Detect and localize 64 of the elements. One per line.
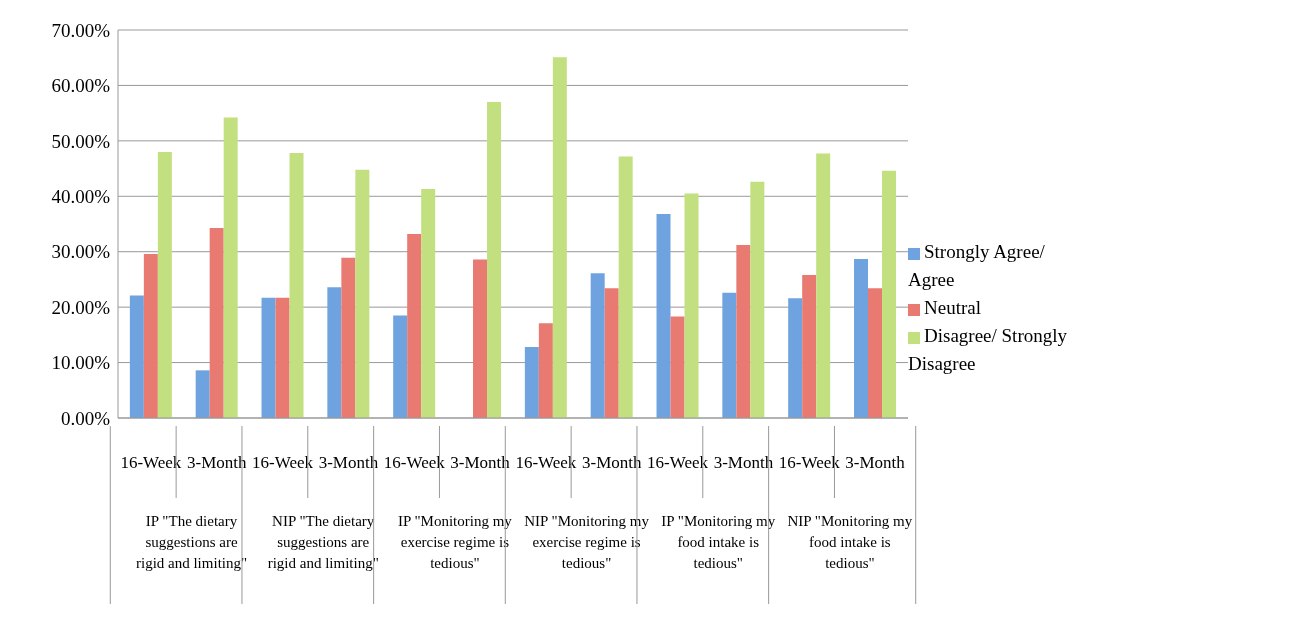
bar (854, 258, 869, 418)
bar (656, 214, 671, 418)
bar (524, 347, 539, 418)
y-tick-label: 50.00% (51, 130, 111, 152)
bar (722, 292, 737, 418)
bar (868, 288, 883, 418)
text: IP "Monitoring my food intake is tedious" (661, 513, 776, 571)
y-tick-label: 10.00% (51, 352, 111, 374)
text: IP "The dietary suggestions are rigid and limiting" (135, 513, 248, 571)
bar (355, 169, 370, 418)
bar (209, 227, 224, 418)
bar (552, 57, 567, 418)
text: IP "Monitoring my exercise regime is tedious" (397, 513, 513, 571)
x-tick-label: 16-Week (252, 453, 314, 472)
bar (289, 153, 304, 418)
bar (327, 287, 342, 418)
x-tick-label: 16-Week (120, 453, 182, 472)
bar (275, 297, 290, 418)
x-tick-label: 16-Week (647, 453, 709, 472)
y-tick-label: 20.00% (51, 296, 111, 318)
x-tick-label: 3-Month (582, 453, 642, 472)
y-tick-label: 0.00% (60, 407, 111, 429)
bar (473, 259, 488, 418)
x-tick-label: 16-Week (515, 453, 577, 472)
bar (487, 102, 502, 418)
x-tick-label: 3-Month (187, 453, 247, 472)
bar (816, 153, 831, 418)
legend-label: Strongly Agree/ Agree (908, 241, 1045, 290)
x-tick-label: 16-Week (778, 453, 841, 472)
text: NIP "The dietary suggestions are rigid and limiting" (267, 513, 379, 571)
bar (882, 170, 897, 418)
x-tick-label: 3-Month (318, 453, 379, 472)
bar (802, 274, 817, 418)
bar (538, 323, 553, 418)
bar (393, 315, 408, 418)
bar (684, 193, 699, 418)
bar (590, 273, 605, 418)
bar (618, 156, 633, 418)
bar (750, 181, 765, 418)
x-tick-label: 3-Month (450, 453, 511, 472)
bar (157, 151, 172, 418)
legend-label: Neutral (924, 297, 981, 318)
bar (341, 257, 356, 418)
bar (421, 189, 436, 418)
x-tick-label: 16-Week (383, 453, 446, 472)
legend-label: Disagree/ Strongly Disagree (908, 325, 1068, 374)
x-tick-label: 3-Month (845, 453, 906, 472)
y-tick-label: 70.00% (51, 19, 111, 41)
bar (143, 253, 158, 418)
y-tick-label: 30.00% (51, 241, 111, 263)
bar (195, 370, 210, 418)
bar (407, 233, 422, 418)
x-tick-label: 3-Month (713, 453, 774, 472)
bar (736, 245, 751, 418)
bar (261, 297, 276, 418)
text: NIP "Monitoring my food intake is tedious" (787, 513, 913, 571)
y-tick-label: 60.00% (51, 75, 111, 97)
y-tick-label: 40.00% (51, 186, 111, 208)
text: NIP "Monitoring my exercise regime is tedious" (524, 513, 650, 571)
bar (788, 298, 803, 418)
bar (604, 288, 619, 418)
bar (223, 117, 238, 418)
bar (129, 295, 144, 418)
bar (670, 316, 685, 418)
